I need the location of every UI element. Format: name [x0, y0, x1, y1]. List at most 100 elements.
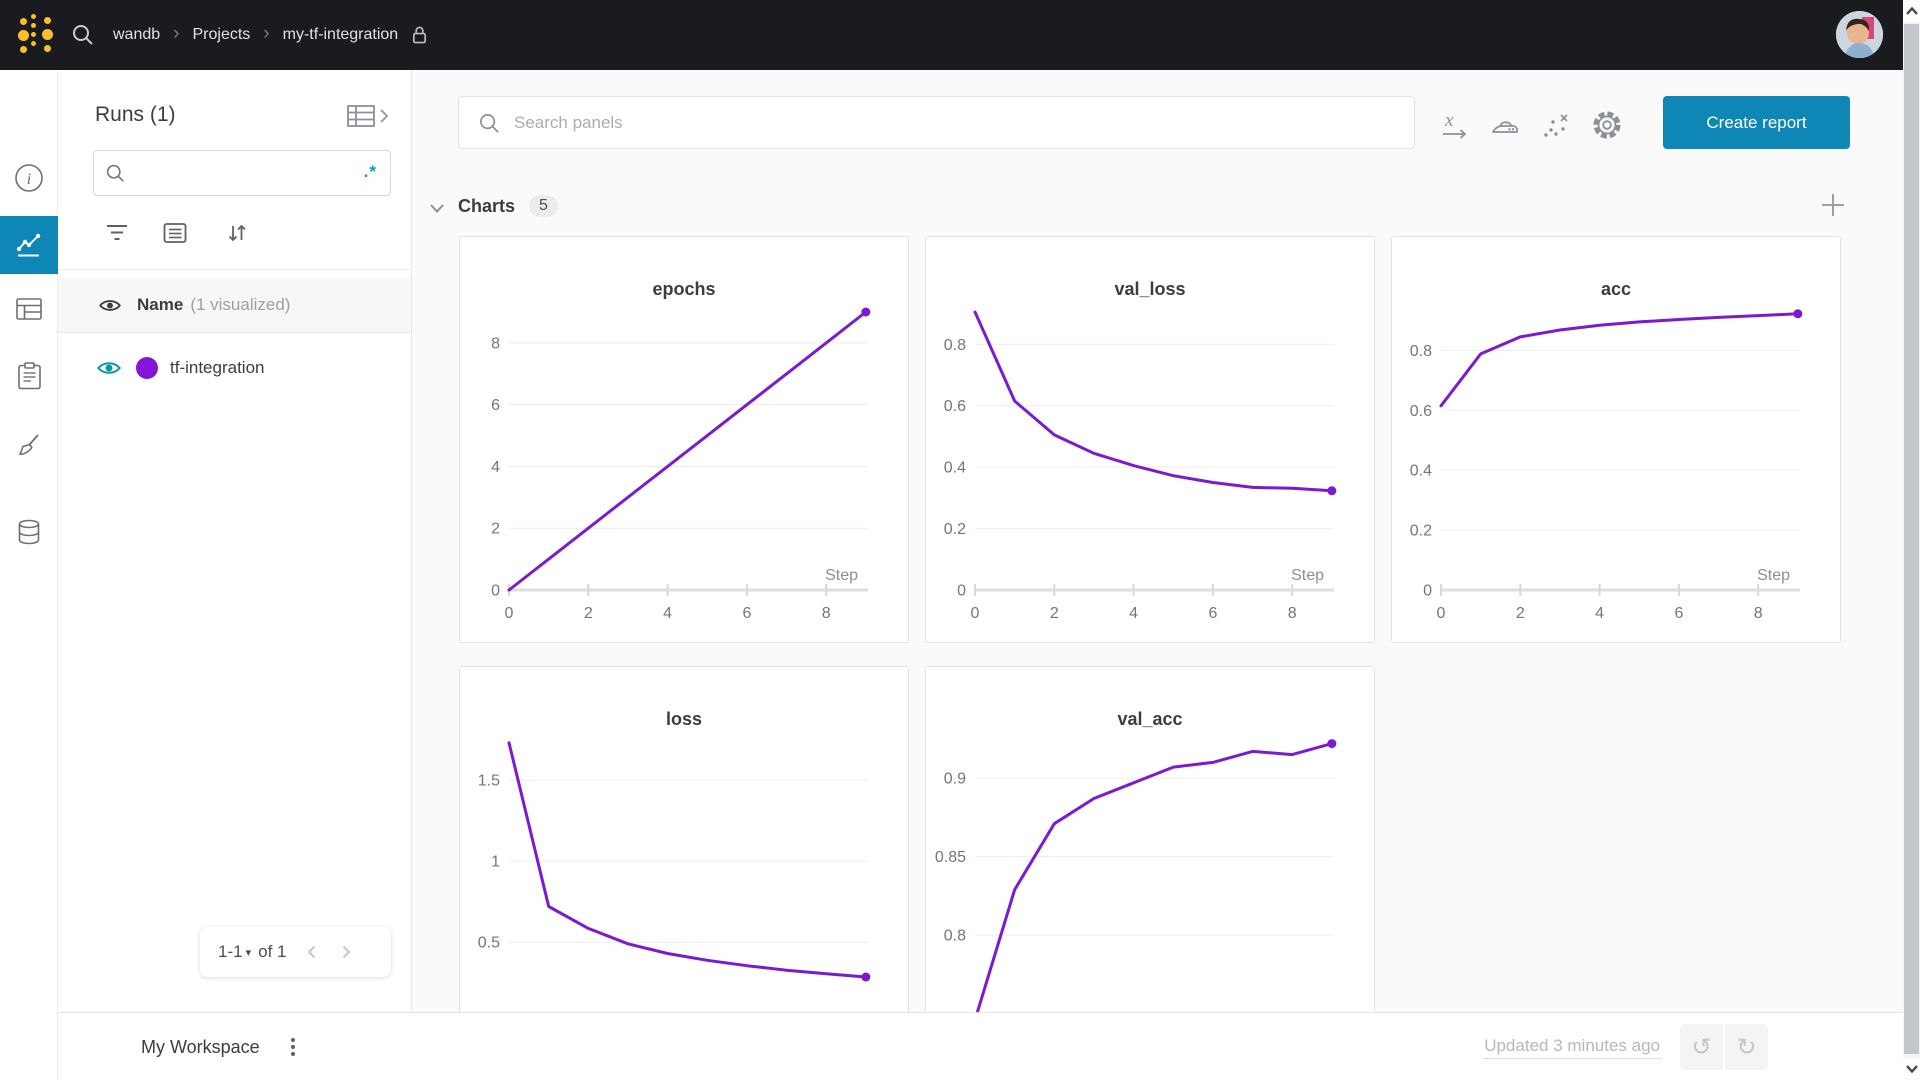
bottom-bar: My Workspace Updated 3 minutes ago ↺ ↻ [58, 1012, 1903, 1080]
y-tick-label: 0.4 [1410, 463, 1432, 480]
divider [58, 269, 412, 270]
x-tick-label: 8 [822, 605, 831, 622]
chart-svg-val_acc: val_acc 0.8 0.85 0.9 [935, 709, 1337, 1026]
x-tick-label: 2 [584, 605, 593, 622]
runs-table-expand-icon[interactable] [346, 103, 392, 129]
panel-smoothing-icon[interactable] [1488, 108, 1522, 142]
chart-panel-val_acc[interactable]: val_acc 0.8 0.85 0.9 [925, 666, 1375, 1073]
scroll-down-icon[interactable] [1903, 1058, 1920, 1080]
scrollbar-thumb[interactable] [1904, 24, 1919, 1054]
sidebar-item-workspace[interactable] [0, 216, 58, 274]
updated-timestamp[interactable]: Updated 3 minutes ago [1484, 1036, 1660, 1059]
line-chart-icon [16, 233, 41, 257]
chart-title: loss [666, 709, 702, 729]
sidebar-item-reports[interactable] [0, 347, 58, 405]
run-color-dot [136, 357, 158, 379]
y-tick-label: 0.85 [935, 849, 966, 866]
database-icon [18, 519, 40, 545]
breadcrumb-entity[interactable]: wandb [113, 26, 161, 43]
sort-icon[interactable] [224, 220, 250, 246]
regex-toggle[interactable]: .* [363, 162, 377, 181]
left-icon-rail: i [0, 70, 58, 1080]
add-panel-icon[interactable] [1820, 192, 1846, 218]
end-point-marker [1327, 739, 1337, 749]
y-tick-label: 0.8 [944, 928, 966, 945]
breadcrumb-projects[interactable]: Projects [192, 26, 251, 43]
sidebar-item-artifacts[interactable] [0, 504, 58, 562]
breadcrumb-project-name[interactable]: my-tf-integration [282, 26, 399, 43]
end-point-marker [861, 307, 871, 317]
info-icon: i [15, 164, 43, 192]
y-tick-label: 6 [491, 397, 500, 414]
pagination-prev-icon[interactable] [304, 944, 320, 960]
chart-svg-val_loss: val_loss 0 0.2 0.4 0.6 0.8 0 2 4 6 8 Step [944, 279, 1337, 622]
charts-section-label: Charts [458, 195, 516, 216]
sidebar-item-table[interactable] [0, 280, 58, 338]
pagination-caret-icon[interactable]: ▾ [245, 946, 252, 959]
workspace-title: My Workspace [141, 1036, 260, 1057]
runs-panel-title: Runs (1) [95, 103, 176, 126]
panel-search-input[interactable] [514, 98, 1394, 147]
runs-search-input[interactable] [134, 152, 344, 194]
chart-title: val_acc [1117, 709, 1182, 729]
lock-icon [413, 26, 427, 44]
y-tick-label: 0 [957, 583, 966, 600]
workspace-main: x Create report [412, 70, 1903, 1080]
x-tick-label: 0 [1437, 605, 1446, 622]
y-tick-label: 4 [491, 459, 500, 476]
panel-search-bar [458, 96, 1415, 149]
x-tick-label: 6 [1674, 605, 1683, 622]
visualized-count-label: (1 visualized) [190, 295, 291, 314]
line-series [1439, 312, 1800, 408]
x-tick-label: 4 [1595, 605, 1604, 622]
run-name[interactable]: tf-integration [170, 358, 265, 377]
kebab-menu-icon[interactable] [286, 1035, 300, 1059]
y-tick-label: 0.8 [944, 337, 966, 354]
sidebar-item-sweeps[interactable] [0, 417, 58, 475]
chart-panel-val_loss[interactable]: val_loss 0 0.2 0.4 0.6 0.8 0 2 4 6 8 Step [925, 236, 1375, 643]
list-icon[interactable] [162, 220, 188, 246]
redo-icon[interactable]: ↻ [1736, 1033, 1757, 1061]
breadcrumb-separator: › [263, 23, 270, 44]
scroll-up-icon[interactable] [1903, 0, 1920, 22]
run-row[interactable]: tf-integration [58, 346, 411, 390]
chart-title: epochs [652, 279, 715, 299]
outliers-icon[interactable] [1539, 108, 1573, 142]
pagination-next-icon[interactable] [338, 944, 354, 960]
line-series [973, 742, 1334, 1022]
y-tick-label: 0 [491, 583, 500, 600]
end-point-marker [1793, 309, 1803, 319]
x-axis-title: Step [1291, 567, 1324, 584]
end-point-marker [1327, 486, 1337, 496]
settings-gear-icon[interactable] [1590, 108, 1624, 142]
undo-icon[interactable]: ↺ [1691, 1033, 1712, 1061]
charts-section-header: Charts 5 [426, 190, 558, 222]
clipboard-icon [17, 362, 41, 390]
search-icon [106, 164, 124, 182]
runs-pagination: 1-1 ▾ of 1 [200, 927, 391, 977]
create-report-button[interactable]: Create report [1663, 96, 1850, 149]
visibility-eye-icon[interactable] [99, 298, 121, 313]
chart-title: acc [1601, 279, 1631, 299]
x-tick-label: 0 [971, 605, 980, 622]
search-icon [480, 114, 499, 133]
top-navbar: wandb › Projects › my-tf-integration [0, 0, 1903, 70]
x-tick-label: 8 [1288, 605, 1297, 622]
wandb-logo[interactable] [16, 14, 56, 56]
breadcrumb: wandb › Projects › my-tf-integration [113, 0, 428, 70]
pagination-range[interactable]: 1-1 [218, 942, 243, 961]
y-tick-label: 0 [1423, 583, 1432, 600]
y-tick-label: 0.6 [1410, 403, 1432, 420]
y-tick-label: 0.6 [944, 398, 966, 415]
x-tick-label: 0 [505, 605, 514, 622]
user-avatar[interactable] [1836, 11, 1883, 58]
line-series [507, 741, 868, 979]
x-axis-icon[interactable]: x [1437, 108, 1471, 142]
chart-panel-acc[interactable]: acc 0 0.2 0.4 0.6 0.8 0 2 4 6 8 Step [1391, 236, 1841, 643]
search-icon[interactable] [71, 23, 95, 47]
filter-icon[interactable] [104, 220, 130, 246]
sidebar-item-overview[interactable]: i [0, 149, 58, 207]
chart-panel-epochs[interactable]: epochs 0 2 4 6 8 0 2 4 6 8 Step [459, 236, 909, 643]
run-visibility-eye-icon[interactable] [97, 360, 121, 376]
chevron-down-icon[interactable] [426, 197, 448, 219]
